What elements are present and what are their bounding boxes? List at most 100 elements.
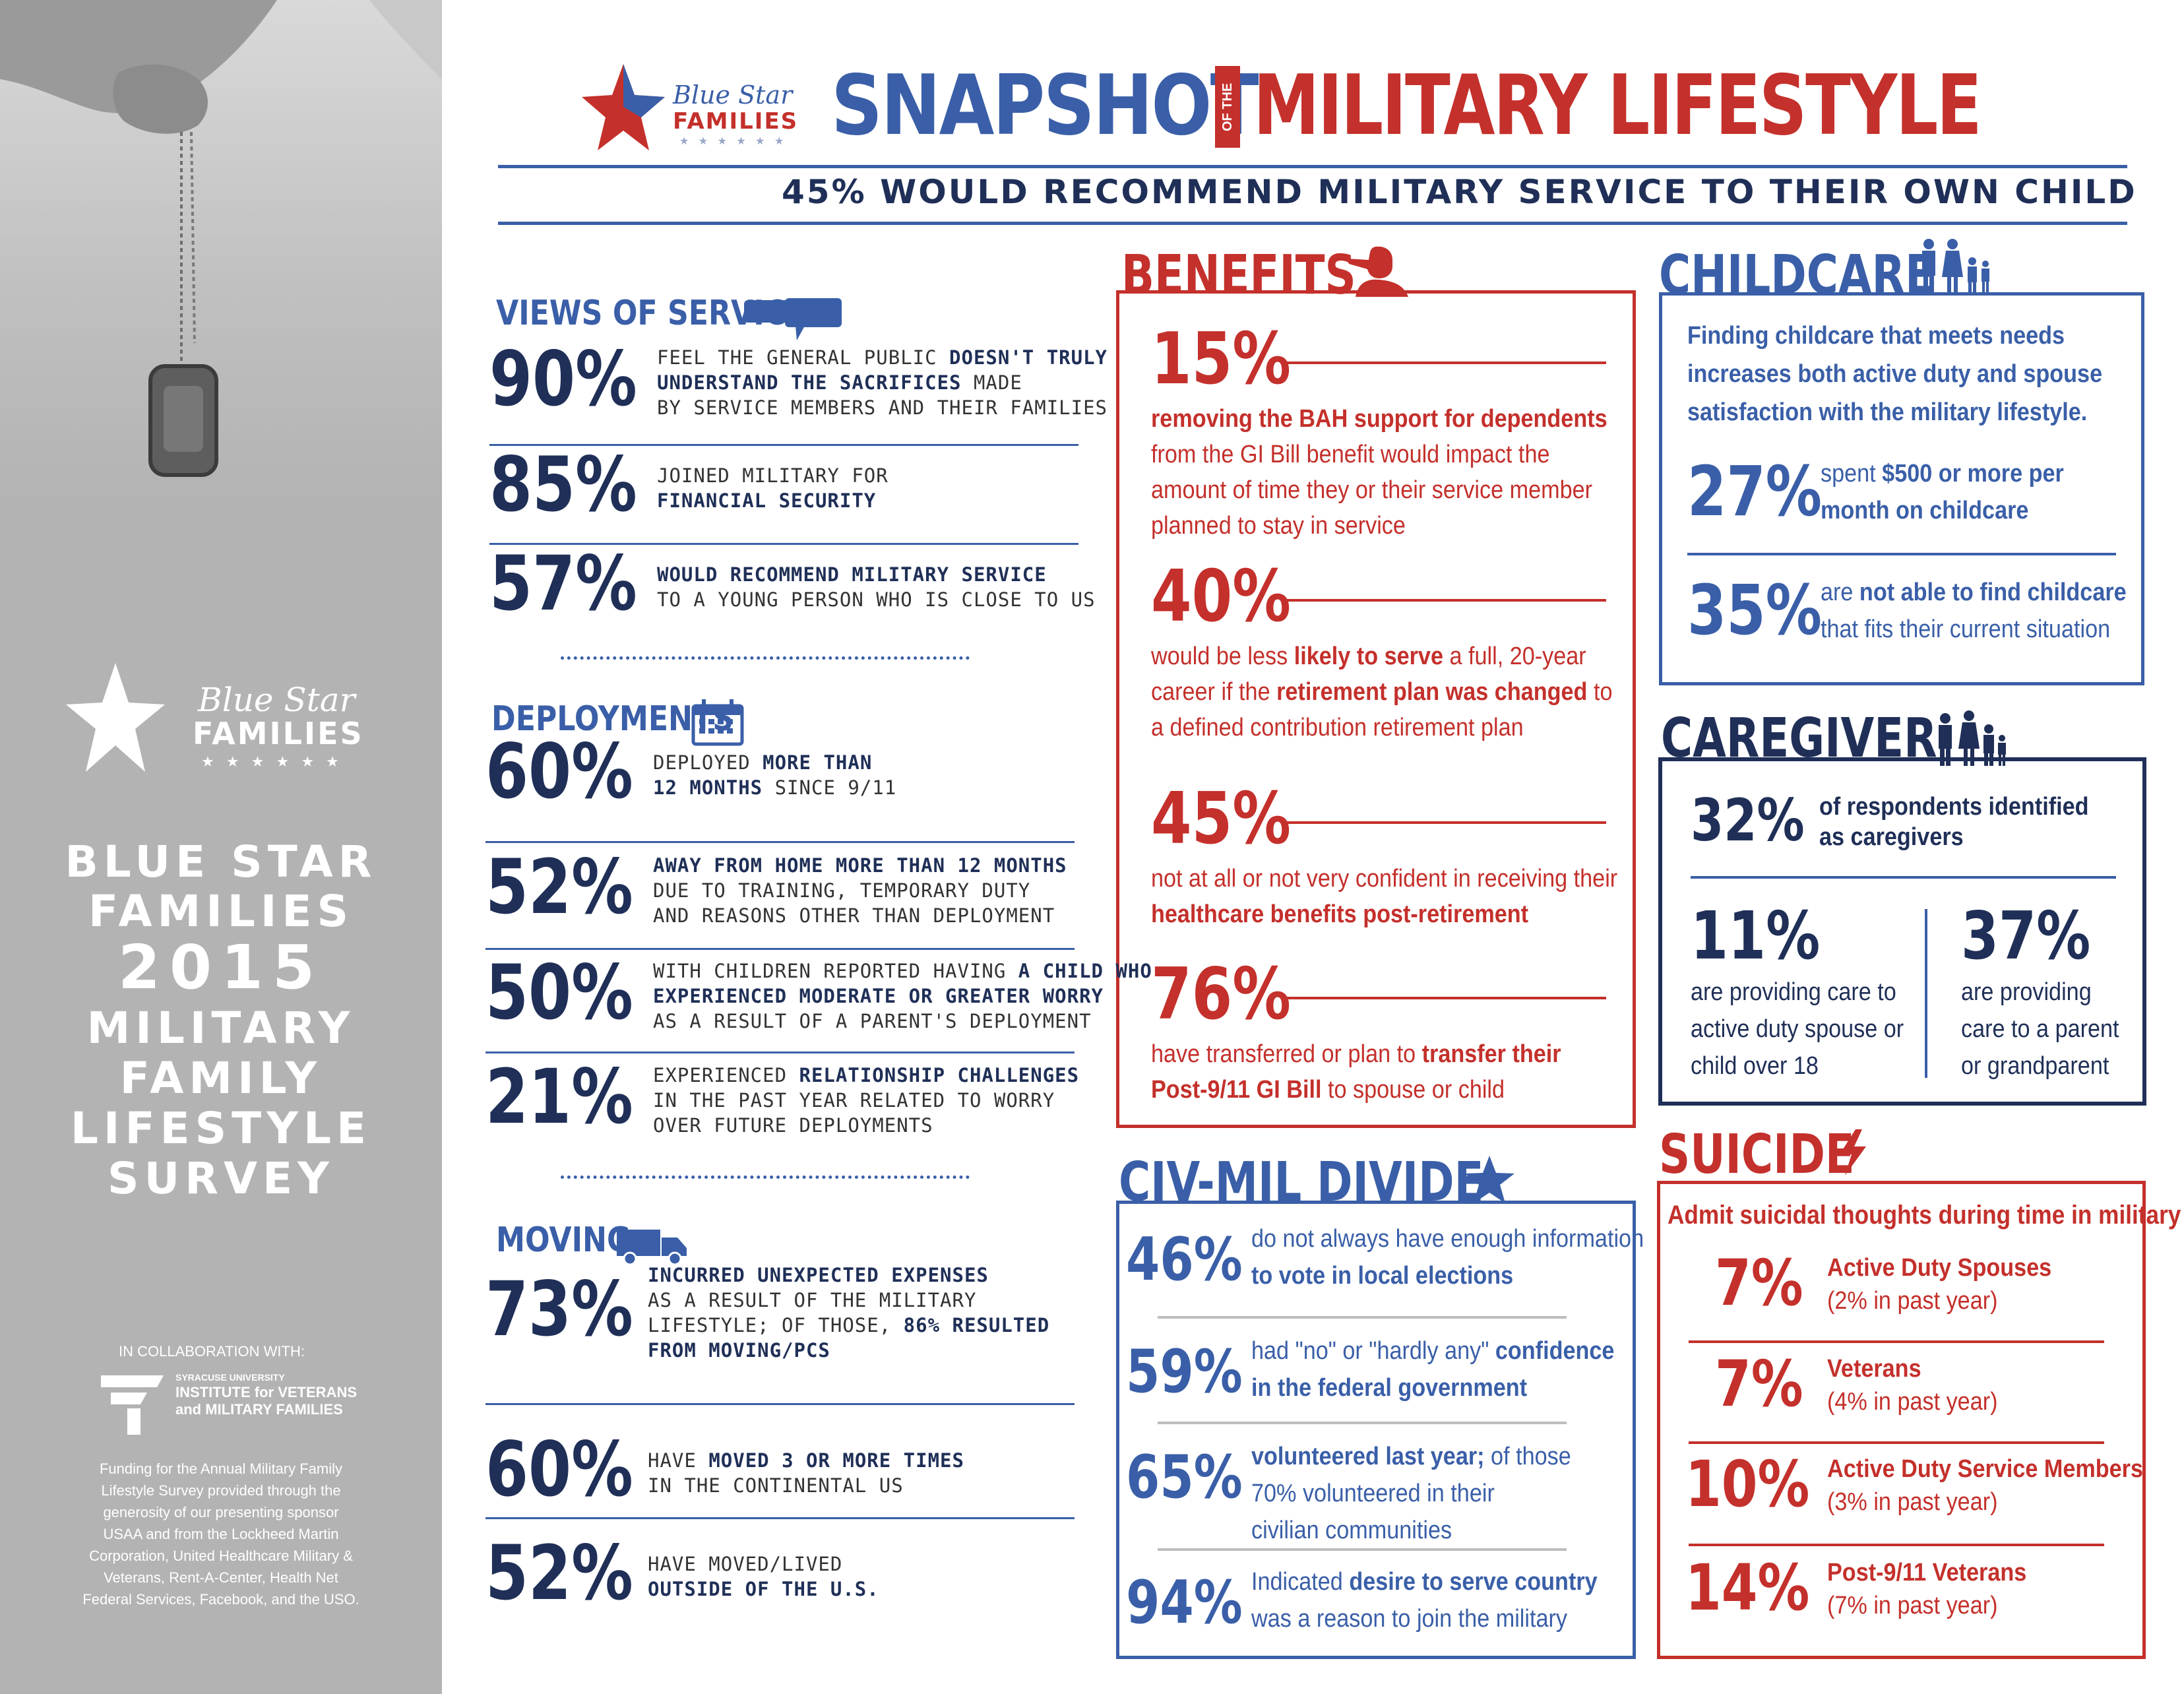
stat-text: DUE TO TRAINING, TEMPORARY DUTY	[653, 879, 1031, 902]
moving-stat-text-line: HAVE MOVED/LIVED	[648, 1552, 842, 1577]
title-divider: OF THE	[1215, 66, 1240, 148]
childcare-pct: 35%	[1687, 570, 1823, 650]
moving-truck-icon	[617, 1230, 687, 1266]
moving-stat-pct: 60%	[485, 1426, 633, 1513]
funding-line: Federal Services, Facebook, and the USO.	[82, 1591, 359, 1608]
benefit-text-line: not at all or not very confident in rece…	[1151, 861, 1617, 896]
deploy-stat-text-line: IN THE PAST YEAR RELATED TO WORRY	[653, 1088, 1055, 1113]
views-stat-pct: 57%	[489, 540, 637, 627]
views-stat-text-line: FEEL THE GENERAL PUBLIC DOESN'T TRULY	[657, 345, 1108, 370]
stat-text: was a reason to join the military	[1251, 1605, 1568, 1633]
stat-text: AND REASONS OTHER THAN DEPLOYMENT	[653, 904, 1055, 927]
stat-text: to	[1587, 678, 1613, 706]
emphasis-text: in the federal government	[1251, 1374, 1528, 1402]
deploy-separator	[485, 1051, 1075, 1053]
deploy-stat-pct: 50%	[485, 949, 633, 1036]
caregiver-divider-v	[1925, 909, 1927, 1078]
views-stat-text-line: TO A YOUNG PERSON WHO IS CLOSE TO US	[657, 587, 1096, 612]
moving-stat-text-line: FROM MOVING/PCS	[648, 1338, 830, 1363]
deploy-stat-text-line: OVER FUTURE DEPLOYMENTS	[653, 1113, 933, 1138]
suicide-heading: SUICIDE	[1659, 1123, 1855, 1186]
views-stat-text-line: WOULD RECOMMEND MILITARY SERVICE	[657, 562, 1047, 587]
emphasis-text: MORE THAN	[763, 751, 873, 774]
childcare-text-line: spent $500 or more per	[1821, 455, 2064, 492]
caregiver-left-line: active duty spouse or	[1691, 1015, 1904, 1043]
header-logo-stars: ★ ★ ★ ★ ★ ★	[679, 136, 788, 147]
stat-text: a defined contribution retirement plan	[1151, 714, 1524, 741]
emphasis-text: desire to serve country	[1349, 1568, 1598, 1596]
benefit-pct: 15%	[1151, 318, 1291, 400]
caregiver-top-line: as caregivers	[1819, 823, 1964, 851]
benefits-box	[1116, 290, 1636, 1128]
title-right-wrap: MILITARY LIFESTYLE	[1253, 56, 2162, 155]
benefits-heading: BENEFITS	[1121, 244, 1356, 307]
deploy-stat-text-line: AWAY FROM HOME MORE THAN 12 MONTHS	[653, 853, 1067, 878]
benefit-rule	[1283, 361, 1606, 364]
title-snapshot: SNAPSHOT	[831, 57, 1259, 154]
views-separator	[489, 444, 1078, 446]
moving-stat-text-line: LIFESTYLE; OF THOSE, 86% RESULTED	[648, 1313, 1049, 1338]
caregiver-box	[1658, 757, 2146, 1106]
childcare-heading: CHILDCARE	[1659, 244, 1935, 307]
stat-text: DEPLOYED	[653, 751, 763, 774]
benefit-pct: 45%	[1151, 778, 1291, 860]
benefit-text-line: amount of time they or their service mem…	[1151, 472, 1592, 508]
stat-text: have transferred or plan to	[1151, 1040, 1422, 1068]
civmil-text-line: was a reason to join the military	[1251, 1600, 1567, 1637]
childcare-separator	[1687, 553, 2116, 555]
suicide-past-year: (3% in past year)	[1827, 1488, 1998, 1516]
stat-text: that fits their current situation	[1821, 615, 2111, 643]
star-icon	[1464, 1156, 1514, 1203]
emphasis-text: $500 or more per	[1882, 460, 2064, 487]
stat-text: IN THE CONTINENTAL US	[648, 1474, 904, 1497]
stat-text: had "no" or "hardly any"	[1251, 1337, 1495, 1365]
funding-line: Funding for the Annual Military Family	[99, 1460, 343, 1477]
moving-stat-pct: 52%	[485, 1529, 633, 1617]
partner-line-1: SYRACUSE UNIVERSITY	[175, 1372, 285, 1383]
hand-dog-tags-photo	[0, 0, 442, 501]
deploy-stat-pct: 60%	[485, 728, 633, 815]
views-separator	[489, 543, 1078, 545]
emphasis-text: EXPERIENCED MODERATE OR GREATER WORRY	[653, 985, 1104, 1007]
survey-title-line-5: FAMILY	[119, 1053, 323, 1104]
stat-text: civilian communities	[1251, 1517, 1452, 1544]
stat-text: amount of time they or their service mem…	[1151, 476, 1593, 504]
stat-text: would be less	[1151, 643, 1294, 670]
deploy-separator	[485, 841, 1075, 843]
views-stat-text-line: JOINED MILITARY FOR	[657, 463, 889, 488]
civmil-pct: 94%	[1126, 1568, 1243, 1637]
benefit-text-line: career if the retirement plan was change…	[1151, 674, 1612, 710]
civmil-text-line: do not always have enough information	[1251, 1220, 1644, 1257]
childcare-intro-line: increases both active duty and spouse	[1687, 360, 2103, 388]
civmil-box	[1116, 1201, 1636, 1659]
emphasis-text: INCURRED UNEXPECTED EXPENSES	[648, 1264, 989, 1286]
emphasis-text: removing the BAH support for dependents	[1151, 405, 1607, 433]
suicide-group-label: Active Duty Spouses	[1827, 1254, 2052, 1282]
childcare-text-line: that fits their current situation	[1821, 611, 2110, 648]
survey-title-line-2: FAMILIES	[88, 886, 354, 937]
speech-bubbles-icon	[744, 298, 842, 340]
stat-text: not at all or not very confident in rece…	[1151, 865, 1618, 893]
deploy-stat-text-line: DEPLOYED MORE THAN	[653, 750, 872, 775]
deploy-stat-text-line: WITH CHILDREN REPORTED HAVING A CHILD WH…	[653, 958, 1152, 984]
stat-text: to spouse or child	[1321, 1076, 1505, 1104]
childcare-intro-line: Finding childcare that meets needs	[1687, 322, 2065, 350]
hand-holding-dog-tags-image	[0, 0, 442, 477]
civmil-separator	[1158, 1316, 1567, 1319]
partner-line-3: and MILITARY FAMILIES	[175, 1401, 343, 1418]
header-rule-top	[498, 165, 2127, 168]
title-of-the: OF THE	[1220, 82, 1235, 131]
deploy-stat-pct: 52%	[485, 843, 633, 931]
civmil-text-line: volunteered last year; of those	[1251, 1438, 1571, 1475]
suicide-pct: 7%	[1715, 1347, 1803, 1421]
emphasis-text: not able to find childcare	[1859, 579, 2127, 606]
stat-text: HAVE MOVED/LIVED	[648, 1553, 843, 1575]
suicide-box	[1657, 1181, 2146, 1659]
stat-text: SINCE 9/11	[763, 776, 897, 799]
emphasis-text: transfer their	[1421, 1040, 1561, 1068]
funding-line: Lifestyle Survey provided through the	[101, 1482, 341, 1499]
deploy-stat-text-line: EXPERIENCED RELATIONSHIP CHALLENGES	[653, 1063, 1079, 1088]
benefit-text-line: Post-9/11 GI Bill to spouse or child	[1151, 1072, 1505, 1108]
moving-stat-text-line: INCURRED UNEXPECTED EXPENSES	[648, 1263, 989, 1288]
emphasis-text: A CHILD WHO	[1018, 960, 1152, 982]
